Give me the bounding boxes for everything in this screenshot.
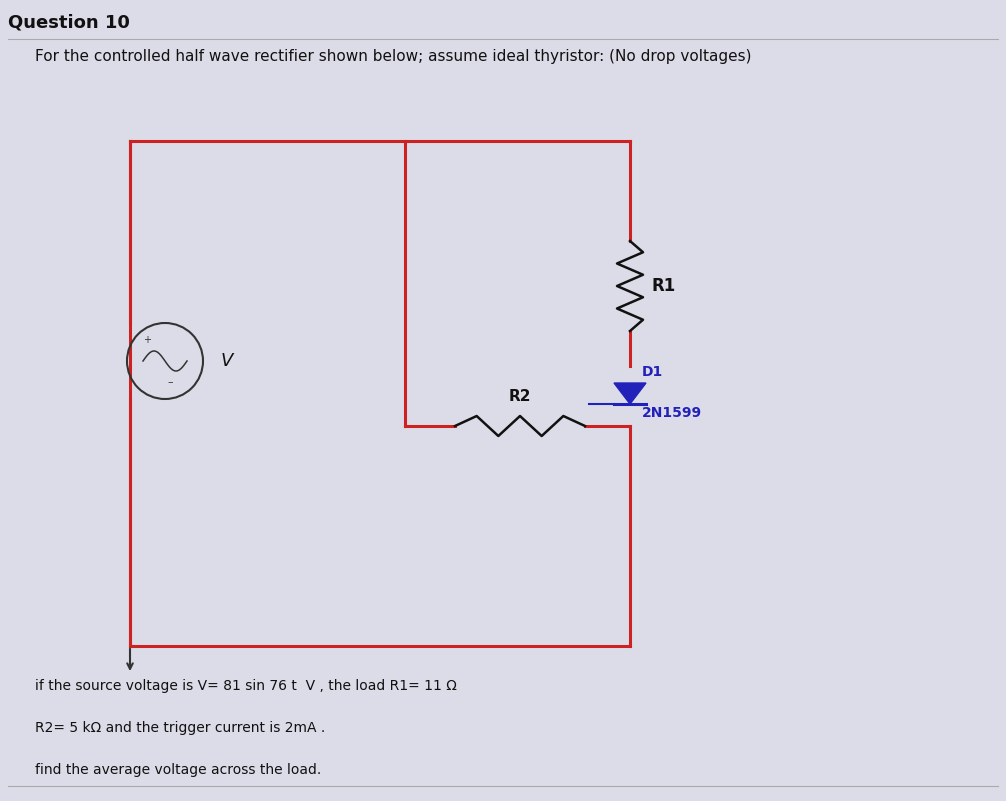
Text: R2: R2 <box>509 389 531 404</box>
Text: Question 10: Question 10 <box>8 13 130 31</box>
Text: +: + <box>143 335 151 345</box>
Text: D1: D1 <box>642 365 663 379</box>
Polygon shape <box>614 383 646 404</box>
Text: 2N1599: 2N1599 <box>642 406 702 420</box>
Text: V: V <box>221 352 233 370</box>
Text: For the controlled half wave rectifier shown below; assume ideal thyristor: (No : For the controlled half wave rectifier s… <box>35 49 751 64</box>
Text: if the source voltage is V= 81 sin 76 t  V , the load R1= 11 Ω: if the source voltage is V= 81 sin 76 t … <box>35 679 457 693</box>
Text: find the average voltage across the load.: find the average voltage across the load… <box>35 763 321 777</box>
Text: –: – <box>167 377 173 387</box>
Text: R2= 5 kΩ and the trigger current is 2mA .: R2= 5 kΩ and the trigger current is 2mA … <box>35 721 325 735</box>
Text: R1: R1 <box>652 277 676 295</box>
